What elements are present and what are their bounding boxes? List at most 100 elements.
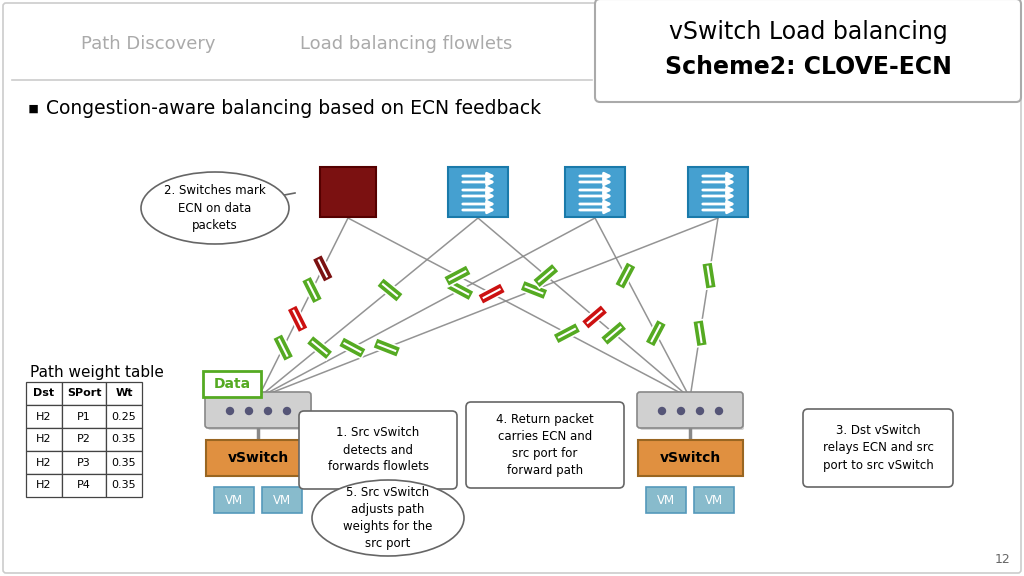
Circle shape [284,407,291,415]
FancyBboxPatch shape [26,405,62,428]
Circle shape [264,407,271,415]
FancyBboxPatch shape [203,371,261,397]
FancyBboxPatch shape [26,382,62,405]
FancyBboxPatch shape [692,320,708,347]
Text: ◾: ◾ [28,100,39,116]
FancyBboxPatch shape [688,167,748,217]
FancyBboxPatch shape [532,263,559,288]
FancyBboxPatch shape [694,487,734,513]
Circle shape [246,407,253,415]
FancyBboxPatch shape [338,336,367,359]
FancyBboxPatch shape [443,265,471,286]
FancyBboxPatch shape [205,392,311,428]
Text: 3. Dst vSwitch
relays ECN and src
port to src vSwitch: 3. Dst vSwitch relays ECN and src port t… [822,425,934,472]
FancyBboxPatch shape [466,402,624,488]
FancyBboxPatch shape [565,167,625,217]
FancyBboxPatch shape [373,338,401,358]
Text: 2. Switches mark
ECN on data
packets: 2. Switches mark ECN on data packets [164,184,266,232]
FancyBboxPatch shape [106,428,142,451]
Ellipse shape [141,172,289,244]
FancyBboxPatch shape [26,451,62,474]
Text: H2: H2 [36,434,52,445]
Text: Congestion-aware balancing based on ECN feedback: Congestion-aware balancing based on ECN … [46,98,541,118]
Ellipse shape [312,480,464,556]
FancyBboxPatch shape [553,323,581,344]
FancyBboxPatch shape [26,474,62,497]
FancyBboxPatch shape [208,396,312,430]
FancyBboxPatch shape [582,304,608,329]
Text: 5. Src vSwitch
adjusts path
weights for the
src port: 5. Src vSwitch adjusts path weights for … [343,486,433,550]
Text: Dst: Dst [34,388,54,399]
Circle shape [696,407,703,415]
Text: 4. Return packet
carries ECN and
src port for
forward path: 4. Return packet carries ECN and src por… [496,413,594,477]
FancyBboxPatch shape [62,474,106,497]
Circle shape [658,407,666,415]
FancyBboxPatch shape [272,334,294,362]
Text: P4: P4 [77,480,91,491]
Text: P3: P3 [77,457,91,468]
Circle shape [226,407,233,415]
FancyBboxPatch shape [106,474,142,497]
FancyBboxPatch shape [645,319,667,347]
Text: 0.35: 0.35 [112,457,136,468]
FancyBboxPatch shape [600,321,627,346]
Text: 0.35: 0.35 [112,480,136,491]
Text: H2: H2 [36,411,52,422]
FancyBboxPatch shape [106,405,142,428]
Text: Load balancing flowlets: Load balancing flowlets [300,35,512,53]
Circle shape [716,407,723,415]
Text: vSwitch: vSwitch [659,451,721,465]
Text: Data: Data [213,377,251,391]
FancyBboxPatch shape [206,440,310,476]
Text: 1. Src vSwitch
detects and
forwards flowlets: 1. Src vSwitch detects and forwards flow… [328,426,428,473]
FancyBboxPatch shape [377,278,403,302]
Text: VM: VM [225,494,243,506]
FancyBboxPatch shape [646,487,686,513]
Text: Path Discovery: Path Discovery [81,35,215,53]
FancyBboxPatch shape [637,392,743,428]
FancyBboxPatch shape [701,262,717,289]
Text: Path weight table: Path weight table [30,365,164,380]
FancyBboxPatch shape [214,487,254,513]
FancyBboxPatch shape [638,440,742,476]
FancyBboxPatch shape [106,451,142,474]
FancyBboxPatch shape [520,280,548,300]
Text: 0.25: 0.25 [112,411,136,422]
Text: P2: P2 [77,434,91,445]
Text: H2: H2 [36,457,52,468]
FancyBboxPatch shape [306,335,333,360]
FancyBboxPatch shape [287,305,308,333]
FancyBboxPatch shape [262,487,302,513]
Text: SPort: SPort [67,388,101,399]
Text: VM: VM [657,494,675,506]
Text: H2: H2 [36,480,52,491]
Text: VM: VM [273,494,291,506]
FancyBboxPatch shape [595,0,1021,102]
FancyBboxPatch shape [106,382,142,405]
FancyBboxPatch shape [803,409,953,487]
FancyBboxPatch shape [62,405,106,428]
Text: 0.35: 0.35 [112,434,136,445]
FancyBboxPatch shape [62,428,106,451]
FancyBboxPatch shape [62,451,106,474]
FancyBboxPatch shape [449,167,508,217]
FancyBboxPatch shape [301,276,323,304]
FancyBboxPatch shape [640,396,744,430]
FancyBboxPatch shape [446,279,474,301]
Text: vSwitch: vSwitch [227,451,289,465]
FancyBboxPatch shape [299,411,457,489]
Text: vSwitch Load balancing: vSwitch Load balancing [669,20,947,44]
Text: P1: P1 [77,411,91,422]
Circle shape [678,407,684,415]
FancyBboxPatch shape [62,382,106,405]
Text: Scheme2: CLOVE-ECN: Scheme2: CLOVE-ECN [665,55,951,79]
FancyBboxPatch shape [477,283,506,305]
FancyBboxPatch shape [614,262,636,290]
FancyBboxPatch shape [26,428,62,451]
Text: 12: 12 [994,553,1010,566]
FancyBboxPatch shape [312,255,334,282]
Text: Wt: Wt [116,388,133,399]
FancyBboxPatch shape [319,167,376,217]
FancyBboxPatch shape [3,3,1021,573]
Text: VM: VM [705,494,723,506]
